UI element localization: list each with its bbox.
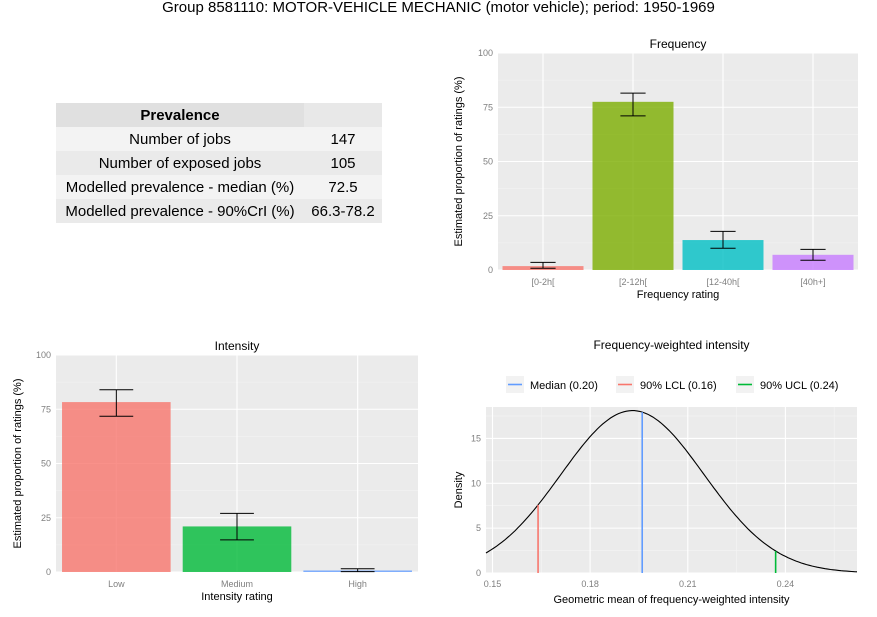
bar — [772, 254, 854, 270]
table-header: Prevalence — [56, 103, 304, 127]
density-curve — [485, 410, 858, 573]
plot-panel — [486, 407, 857, 573]
legend-label: 90% LCL (0.16) — [640, 380, 717, 392]
y-tick-label: 25 — [41, 513, 51, 523]
x-axis-label: Intensity rating — [201, 591, 273, 603]
x-tick-label: [2-12h[ — [619, 277, 648, 287]
y-tick-label: 75 — [483, 102, 493, 112]
page-title: Group 8581110: MOTOR-VEHICLE MECHANIC (m… — [162, 0, 715, 16]
x-axis-label: Frequency rating — [637, 289, 720, 301]
y-tick-label: 100 — [36, 350, 51, 360]
y-tick-label: 0 — [476, 568, 481, 578]
y-axis-label: Estimated proportion of ratings (%) — [453, 77, 465, 247]
row-label: Number of exposed jobs — [56, 151, 304, 175]
x-tick-label: 0.21 — [679, 579, 697, 589]
row-label: Modelled prevalence - 90%CrI (%) — [56, 199, 304, 223]
y-tick-label: 5 — [476, 523, 481, 533]
table-row: Number of jobs 147 — [56, 127, 382, 151]
y-tick-label: 75 — [41, 404, 51, 414]
x-tick-label: [12-40h[ — [706, 277, 740, 287]
y-tick-label: 0 — [488, 265, 493, 275]
row-value: 147 — [304, 127, 382, 151]
x-tick-label: High — [348, 579, 367, 589]
table-row: Modelled prevalence - median (%) 72.5 — [56, 175, 382, 199]
bar — [62, 402, 171, 572]
y-tick-label: 50 — [483, 157, 493, 167]
table-header-row: Prevalence — [56, 103, 382, 127]
x-tick-label: Medium — [221, 579, 253, 589]
legend-label: 90% UCL (0.24) — [760, 380, 838, 392]
row-label: Number of jobs — [56, 127, 304, 151]
row-value: 105 — [304, 151, 382, 175]
table-header-blank — [304, 103, 382, 127]
row-value: 66.3-78.2 — [304, 199, 382, 223]
chart-title: Intensity — [215, 339, 260, 353]
y-axis-label: Estimated proportion of ratings (%) — [12, 379, 24, 549]
x-tick-label: 0.15 — [484, 579, 502, 589]
prevalence-table: Prevalence Number of jobs 147 Number of … — [56, 103, 382, 223]
x-tick-label: [0-2h[ — [531, 277, 555, 287]
bar — [592, 101, 674, 270]
y-tick-label: 50 — [41, 459, 51, 469]
y-tick-label: 15 — [471, 433, 481, 443]
x-axis-label: Geometric mean of frequency-weighted int… — [553, 594, 790, 606]
table-row: Modelled prevalence - 90%CrI (%) 66.3-78… — [56, 199, 382, 223]
y-tick-label: 25 — [483, 211, 493, 221]
legend-label: Median (0.20) — [530, 380, 598, 392]
row-label: Modelled prevalence - median (%) — [56, 175, 304, 199]
x-tick-label: Low — [108, 579, 125, 589]
x-tick-label: 0.24 — [777, 579, 795, 589]
y-axis-label: Density — [453, 471, 465, 508]
x-tick-label: 0.18 — [581, 579, 599, 589]
chart-title: Frequency — [650, 37, 707, 51]
y-tick-label: 100 — [478, 48, 493, 58]
y-tick-label: 10 — [471, 478, 481, 488]
frequency-chart: 0 25 50 75 100 [0-2h[ [2-12h[ [12-40h[ [40h+] Fre… — [453, 37, 858, 301]
x-tick-label: [40h+] — [800, 277, 825, 287]
chart-title: Frequency-weighted intensity — [593, 338, 749, 352]
y-tick-label: 0 — [46, 567, 51, 577]
table-row: Number of exposed jobs 105 — [56, 151, 382, 175]
intensity-chart: 0 25 50 75 100 Low Medium High Intensity Intensit… — [12, 339, 418, 603]
fwi-density-chart: 0 5 10 15 0.15 0.18 0.21 0.24 Median (0.20) 90% L… — [453, 338, 858, 606]
row-value: 72.5 — [304, 175, 382, 199]
